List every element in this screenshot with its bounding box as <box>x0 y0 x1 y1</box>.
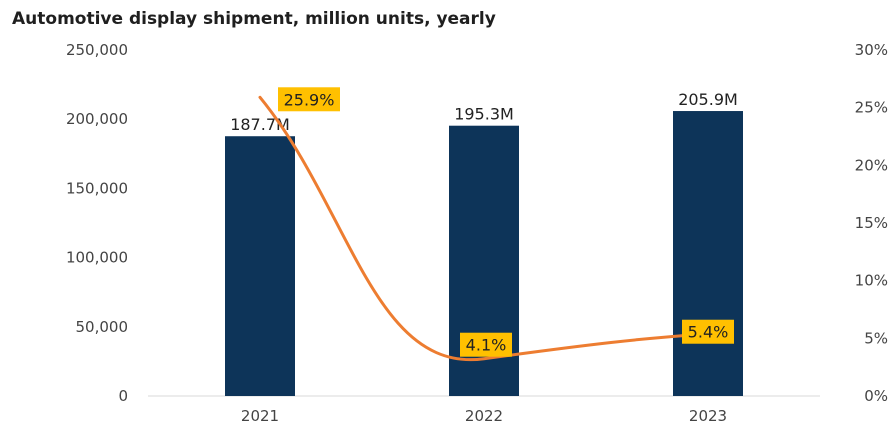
x-axis: 2021 2022 2023 <box>148 395 820 425</box>
line-value-label: 25.9% <box>284 90 335 109</box>
right-axis-tick-label: 10% <box>855 272 888 290</box>
chart-title: Automotive display shipment, million uni… <box>12 9 496 29</box>
line-label-background <box>460 332 512 357</box>
right-axis-tick-label: 30% <box>855 41 888 59</box>
left-axis: 0 50,000 100,000 150,000 200,000 250,000 <box>66 41 128 405</box>
line-value-label: 4.1% <box>466 336 507 355</box>
right-axis-tick-label: 0% <box>864 387 888 405</box>
right-axis-tick-label: 5% <box>864 329 888 347</box>
line-label-background <box>682 319 734 344</box>
bar-value-label: 195.3M <box>454 105 514 124</box>
right-axis-tick-label: 15% <box>855 214 888 232</box>
growth-line <box>258 95 710 362</box>
x-axis-tick-label: 2022 <box>465 407 503 425</box>
x-axis-tick-label: 2021 <box>241 407 279 425</box>
left-axis-tick-label: 250,000 <box>66 41 128 59</box>
right-axis: 0% 5% 10% 15% 20% 25% 30% <box>855 41 888 405</box>
x-axis-tick-label: 2023 <box>689 407 727 425</box>
left-axis-tick-label: 0 <box>118 387 128 405</box>
line-label-background <box>278 87 340 112</box>
left-axis-tick-label: 200,000 <box>66 110 128 128</box>
line-value-label: 5.4% <box>688 323 729 342</box>
right-axis-tick-label: 20% <box>855 156 888 174</box>
left-axis-tick-label: 150,000 <box>66 179 128 197</box>
left-axis-tick-label: 50,000 <box>76 318 129 336</box>
bar-value-label: 205.9M <box>678 90 738 109</box>
bar <box>673 111 743 397</box>
left-axis-tick-label: 100,000 <box>66 249 128 267</box>
growth-line-series: 25.9% 4.1% 5.4% <box>258 87 734 362</box>
right-axis-tick-label: 25% <box>855 99 888 117</box>
bar-value-label: 187.7M <box>230 115 290 134</box>
bar <box>225 136 295 396</box>
